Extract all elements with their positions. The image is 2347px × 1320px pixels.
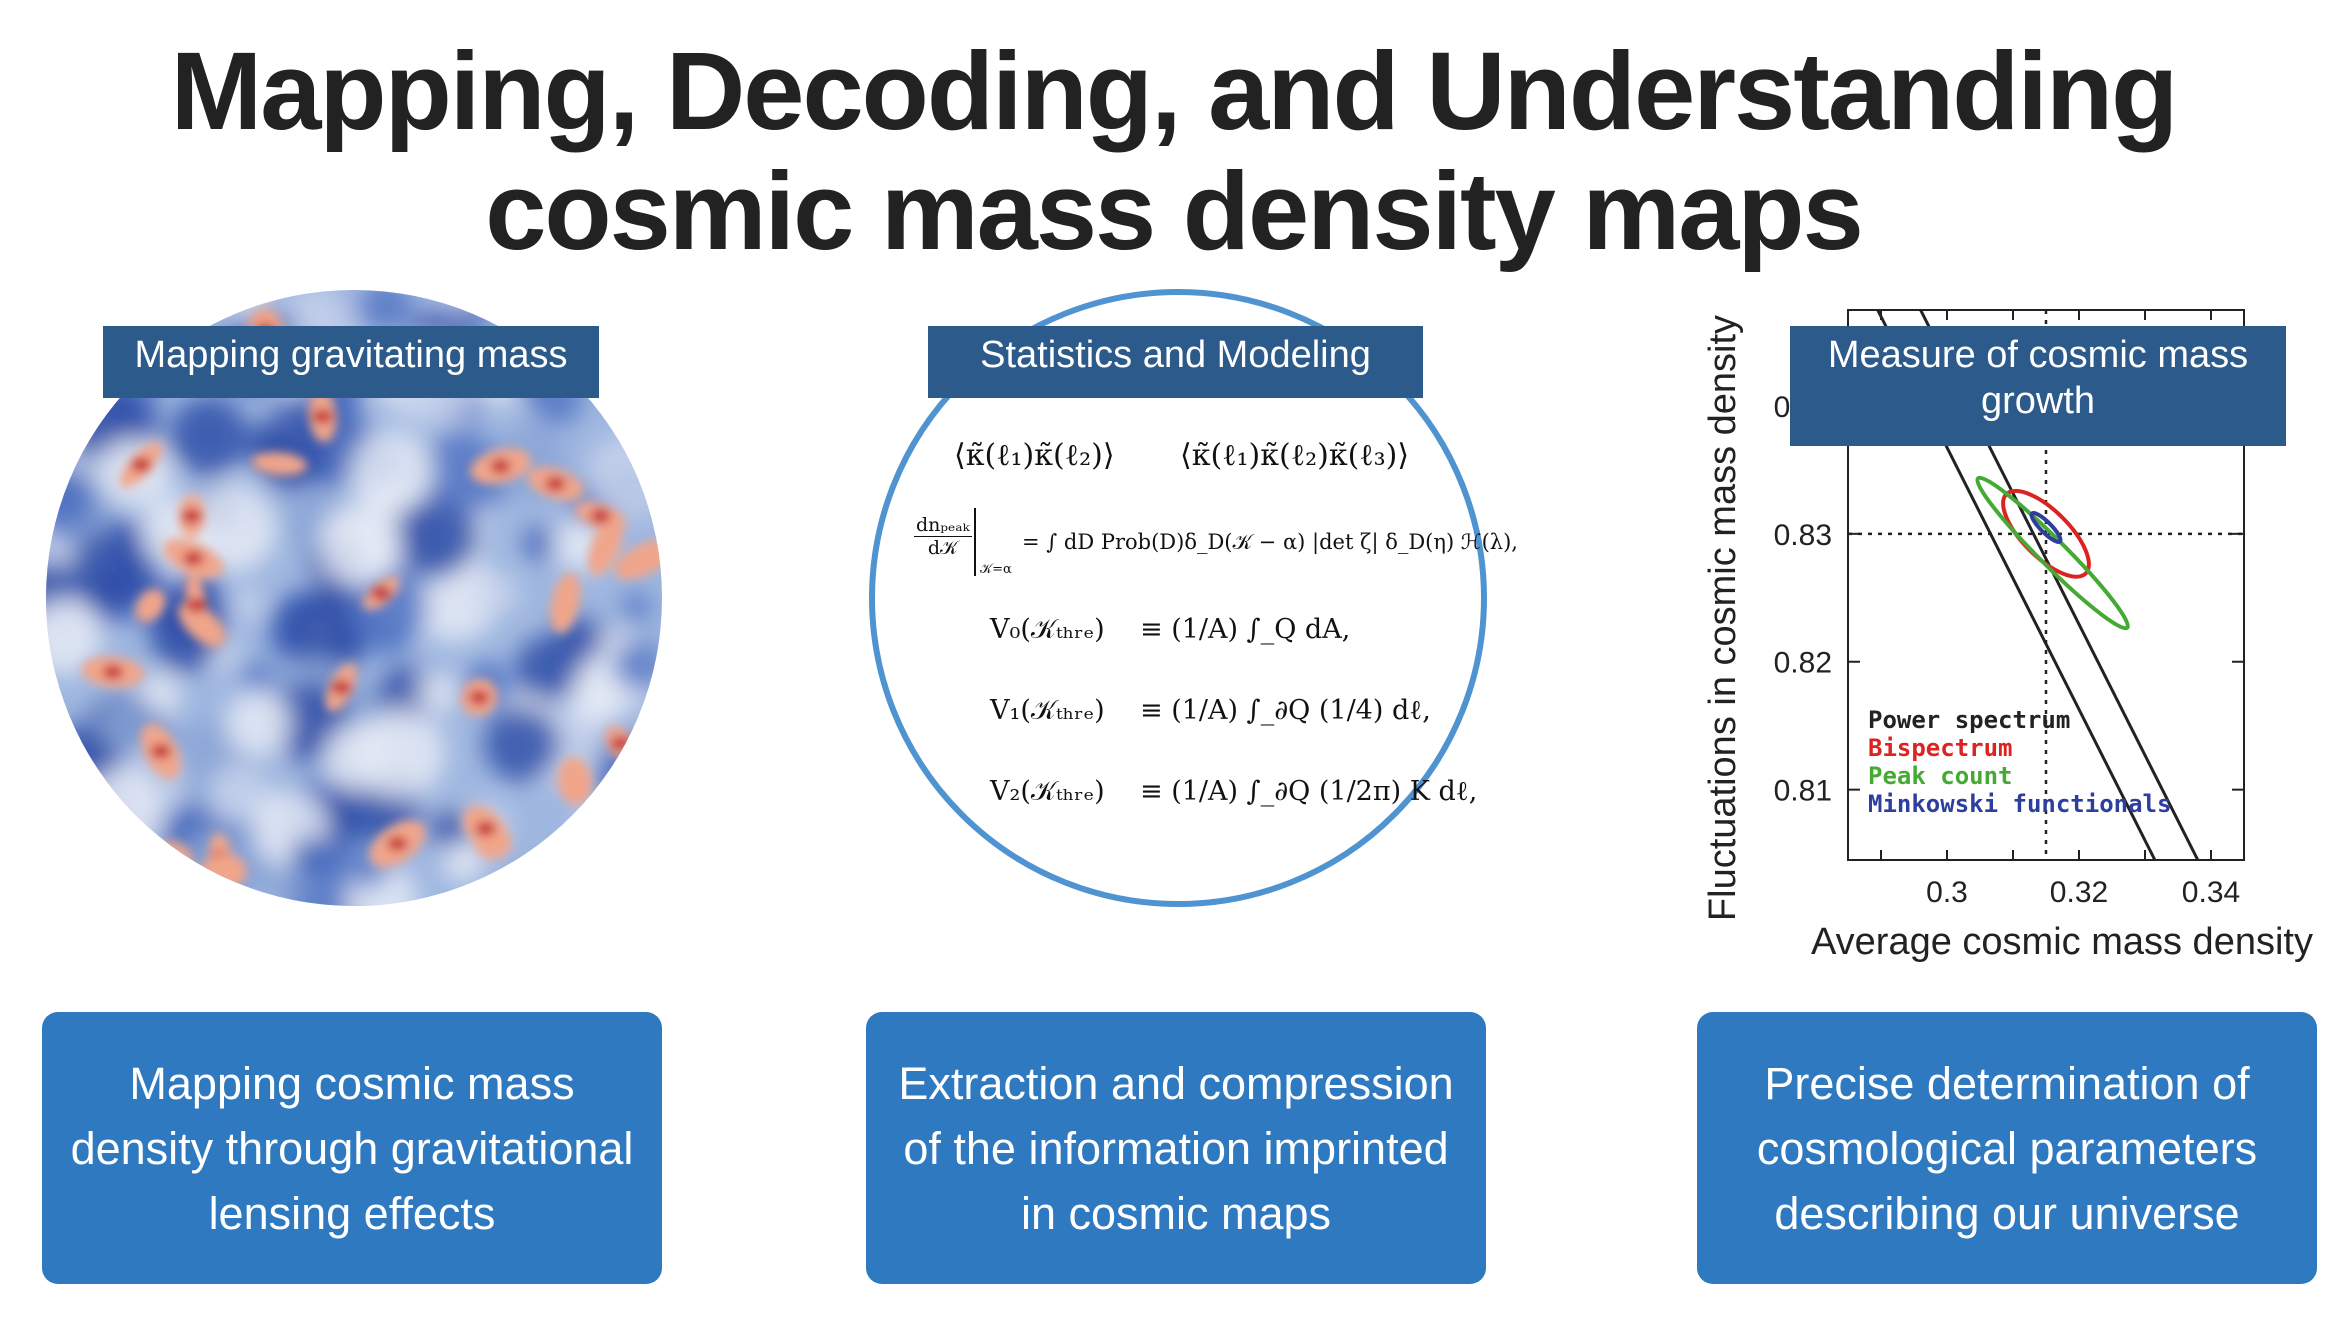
eq-v2-rhs: ≡ (1/A) ∫_∂Q (1/2π) K dℓ, [1140, 776, 1478, 807]
eq-peak-sub: 𝒦=α [980, 562, 1012, 577]
y-tick-label: 0.83 [1774, 519, 1832, 552]
title-line-2: cosmic mass density maps [485, 150, 1864, 273]
eq-peak-num: dnₚₑₐₖ [914, 514, 972, 537]
eq-v2-lhs: V₂(𝒦ₜₕᵣₑ) [990, 776, 1105, 807]
eq-v0-lhs: V₀(𝒦ₜₕᵣₑ) [990, 614, 1105, 645]
title-line-1: Mapping, Decoding, and Understanding [170, 30, 2179, 153]
chart-x-axis-label: Average cosmic mass density [1811, 921, 2313, 963]
eq-three-point: ⟨κ̃(ℓ₁)κ̃(ℓ₂)κ̃(ℓ₃)⟩ [1180, 438, 1410, 473]
legend-entry: Power spectrum [1868, 706, 2070, 734]
x-tick-label: 0.34 [2182, 876, 2240, 909]
panel-2-label: Statistics and Modeling [928, 326, 1423, 398]
y-tick-label: 0.82 [1774, 647, 1832, 680]
eq-peak-den: d𝒦 [927, 537, 958, 559]
eq-v1-lhs: V₁(𝒦ₜₕᵣₑ) [990, 695, 1105, 726]
x-tick-label: 0.3 [1926, 876, 1968, 909]
panel-3-description: Precise determination of cosmological pa… [1697, 1012, 2317, 1284]
legend-entry: Bispectrum [1868, 734, 2013, 762]
eq-v0-rhs: ≡ (1/A) ∫_Q dA, [1140, 614, 1351, 645]
y-tick-label: 0.81 [1774, 775, 1832, 808]
eq-peak-rhs: = ∫ dD Prob(D)δ_D(𝒦 − α) |det ζ| δ_D(η) … [1022, 530, 1518, 554]
eq-peak-bar [974, 508, 976, 576]
legend-entry: Peak count [1868, 762, 2013, 790]
panel-2-description: Extraction and compression of the inform… [866, 1012, 1486, 1284]
panel-1-description: Mapping cosmic mass density through grav… [42, 1012, 662, 1284]
page-title: Mapping, Decoding, and Understanding cos… [0, 32, 2347, 272]
eq-two-point: ⟨κ̃(ℓ₁)κ̃(ℓ₂)⟩ [954, 438, 1115, 473]
eq-peak-lhs: dnₚₑₐₖ d𝒦 [914, 514, 972, 559]
eq-v1-rhs: ≡ (1/A) ∫_∂Q (1/4) dℓ, [1140, 695, 1431, 726]
legend-entry: Minkowski functionals [1868, 790, 2171, 818]
minkowski-functionals-contour [2029, 510, 2063, 544]
chart-y-axis-label: Fluctuations in cosmic mass density [1702, 315, 1744, 921]
peak-count-contour [1975, 475, 2130, 631]
panel-1-label: Mapping gravitating mass [103, 326, 599, 398]
x-tick-label: 0.32 [2050, 876, 2108, 909]
panel-3-label: Measure of cosmic mass growth [1790, 326, 2286, 446]
